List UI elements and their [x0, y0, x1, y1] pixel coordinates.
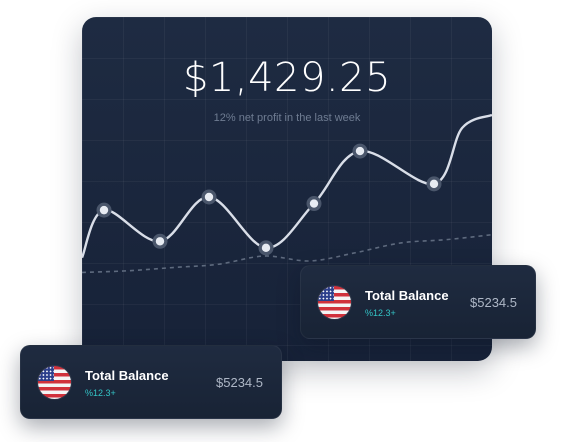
balance-change: %12.3+: [85, 388, 116, 398]
data-point-dot: [155, 237, 165, 246]
profit-amount: $1,429.25: [182, 55, 392, 101]
data-point-dot: [261, 243, 271, 253]
profit-subtitle: 12% net profit in the last week: [213, 112, 361, 124]
data-point-dot: [309, 199, 319, 208]
data-point-dot: [99, 205, 109, 215]
balance-card-2[interactable]: Total Balance %12.3+ $5234.5: [20, 345, 282, 419]
data-point-dot: [355, 146, 365, 156]
profit-card: $1,429.25 12% net profit in the last wee…: [82, 17, 492, 361]
balance-title: Total Balance: [365, 288, 449, 303]
series-line-dashed: [82, 233, 492, 274]
balance-change: %12.3+: [365, 308, 396, 318]
series-line-main: [82, 113, 492, 259]
profit-line-chart: [82, 113, 492, 274]
us-flag-icon: [318, 286, 351, 319]
balance-card-1[interactable]: Total Balance %12.3+ $5234.5: [300, 265, 536, 339]
balance-title: Total Balance: [85, 368, 169, 383]
us-flag-icon: [38, 366, 71, 399]
data-point-dot: [204, 192, 214, 202]
balance-value: $5234.5: [470, 295, 517, 310]
data-point-dot: [429, 179, 439, 189]
balance-value: $5234.5: [216, 375, 263, 390]
